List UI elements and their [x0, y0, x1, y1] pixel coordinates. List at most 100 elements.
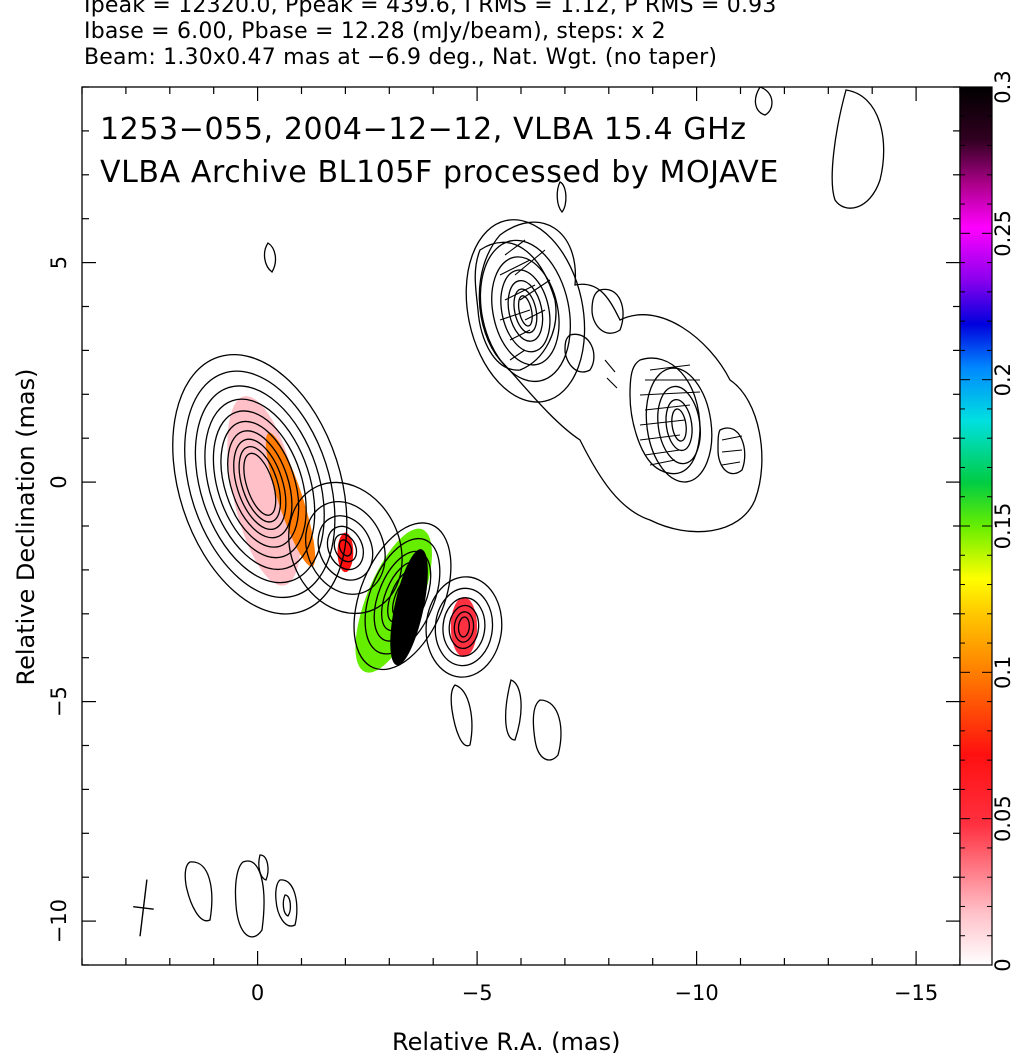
contour-knot-c — [448, 604, 480, 650]
evpa-vector — [519, 279, 551, 301]
evpa-vector — [509, 349, 526, 361]
evpa-vector — [721, 461, 741, 466]
contour-knot-b — [381, 561, 424, 632]
evpa-vector — [504, 284, 536, 301]
contour-envelope — [275, 879, 298, 927]
polarization-patch — [450, 597, 478, 657]
evpa-vector — [604, 359, 616, 373]
colorbar-tick-label: 0.1 — [991, 656, 1015, 689]
contour-envelope — [450, 684, 473, 747]
intensity-contours — [172, 87, 885, 938]
contour-jet-upper — [465, 219, 586, 403]
header-line-peak: Ipeak = 12320.0, Ppeak = 439.6, I RMS = … — [84, 0, 777, 18]
contour-core — [204, 398, 316, 571]
plot-title: 1253−055, 2004−12−12, VLBA 15.4 GHz — [100, 112, 747, 147]
contour-knot-a — [338, 539, 353, 557]
evpa-vector — [639, 434, 681, 441]
evpa-vector — [524, 309, 546, 321]
evpa-vector — [721, 449, 743, 453]
y-axis-label: Relative Declination (mas) — [12, 368, 40, 686]
contour-envelope — [532, 699, 562, 761]
evpa-vector — [606, 377, 618, 389]
evpa-vector — [514, 249, 546, 276]
evpa-vectors — [499, 239, 743, 466]
contour-core — [220, 420, 300, 548]
evpa-vector — [509, 329, 531, 341]
contour-envelope — [478, 221, 763, 533]
contour-envelope — [831, 89, 885, 209]
x-tick-label: −10 — [674, 981, 718, 1005]
evpa-vector — [499, 259, 531, 276]
contour-core — [172, 353, 348, 615]
polarization-map — [227, 396, 478, 673]
evpa-vector — [721, 435, 743, 441]
header-line-base: Ibase = 6.00, Pbase = 12.28 (mJy/beam), … — [84, 19, 666, 44]
plot-subtitle: VLBA Archive BL105F processed by MOJAVE — [100, 155, 779, 190]
x-tick-label: −5 — [462, 981, 493, 1005]
evpa-vector — [639, 419, 686, 426]
contour-core — [243, 452, 277, 516]
plot-frame: 0 −5 −10 −15 5 0 −5 −10 — [47, 86, 961, 1005]
y-tick-label: −10 — [47, 899, 71, 943]
evpa-vector — [499, 309, 531, 321]
contour-knot-a — [333, 533, 358, 563]
evpa-vector — [644, 449, 681, 456]
contour-envelope — [474, 241, 557, 371]
contour-jet-upper — [507, 279, 544, 342]
contour-envelope — [556, 181, 567, 214]
contour-envelope — [258, 854, 269, 881]
contour-core — [238, 446, 282, 523]
x-tick-label: −15 — [894, 981, 938, 1005]
contour-envelope — [263, 242, 277, 273]
contour-jet-upper — [513, 288, 538, 334]
header-line-beam: Beam: 1.30x0.47 mas at −6.9 deg., Nat. W… — [84, 45, 718, 70]
y-tick-label: −5 — [47, 686, 71, 717]
contour-knot-a — [317, 515, 374, 581]
polarization-patch — [390, 549, 428, 666]
colorbar-tick-label: 0.05 — [991, 795, 1015, 842]
evpa-vector — [644, 404, 691, 411]
contour-jet-upper — [517, 295, 533, 327]
contour-envelope — [717, 427, 746, 475]
contour-core — [227, 430, 293, 539]
contour-core — [194, 385, 325, 584]
contour-knot-b — [353, 522, 452, 671]
polarization-patch — [227, 396, 302, 586]
contour-envelope — [184, 861, 213, 922]
contour-envelope — [629, 357, 701, 475]
beam-marker — [133, 879, 154, 937]
contour-core — [212, 410, 307, 559]
contour-jet-mid — [645, 367, 713, 483]
beam-minor-axis — [133, 905, 154, 910]
contour-knot-c — [425, 576, 503, 678]
colorbar-tick-label: 0 — [991, 958, 1015, 971]
contour-knot-a — [326, 525, 365, 571]
evpa-vector — [649, 364, 691, 371]
contour-jet-mid — [665, 398, 693, 452]
evpa-vector — [504, 239, 526, 256]
contour-knot-c — [457, 616, 471, 638]
contour-knot-a — [304, 500, 386, 595]
colorbar-tick-label: 0.25 — [991, 210, 1015, 257]
colorbar-ticks: 0 0.05 0.1 0.15 0.2 0.25 0.3 — [960, 70, 1015, 972]
contour-jet-upper — [500, 269, 551, 353]
contour-envelope — [505, 679, 522, 741]
contour-envelope — [282, 894, 292, 917]
contour-knot-b — [387, 569, 418, 623]
contour-jet-mid — [671, 408, 687, 442]
colorbar-tick-label: 0.3 — [991, 70, 1015, 103]
contour-jet-upper — [479, 239, 571, 383]
contour-jet-upper — [491, 256, 560, 366]
contour-envelope — [591, 288, 624, 334]
evpa-vector — [649, 459, 676, 466]
x-tick-label: 0 — [251, 981, 264, 1005]
y-tick-label: 5 — [47, 256, 71, 269]
contour-envelope — [754, 87, 773, 116]
contour-core — [233, 438, 287, 531]
contour-knot-c — [453, 611, 475, 643]
y-tick-label: 0 — [47, 475, 71, 488]
colorbar-tick-label: 0.15 — [991, 503, 1015, 550]
contour-knot-c — [442, 597, 486, 657]
contour-envelope — [564, 333, 595, 373]
